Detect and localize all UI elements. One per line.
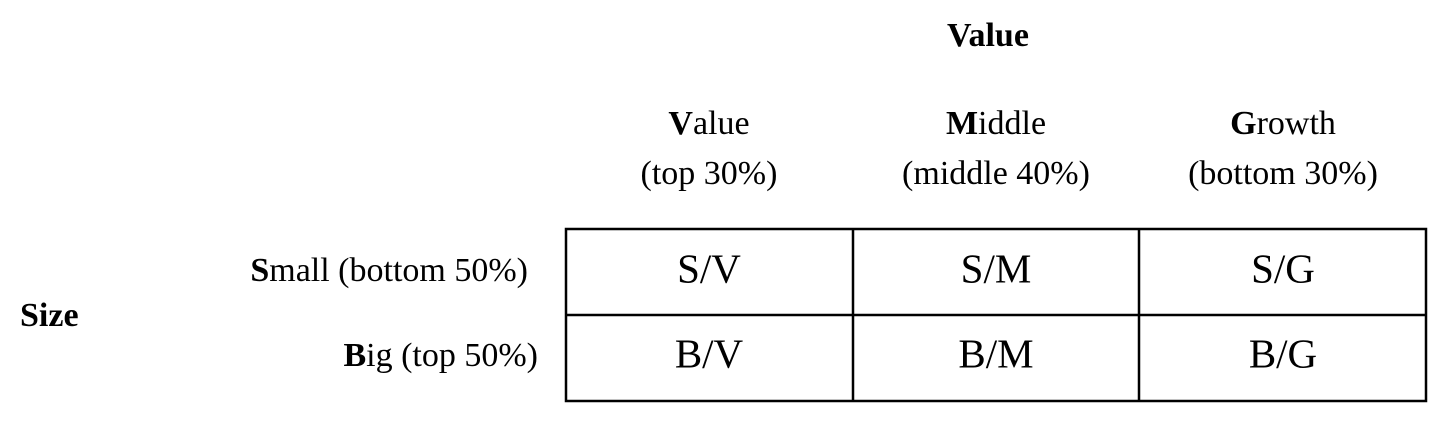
column-name: Value bbox=[668, 105, 749, 142]
column-range: (top 30%) bbox=[641, 155, 778, 192]
column-range: (middle 40%) bbox=[902, 155, 1090, 192]
row-label: Small (bottom 50%) bbox=[250, 252, 528, 289]
column-name: Growth bbox=[1230, 105, 1336, 142]
title: Value bbox=[947, 17, 1029, 54]
cell: S/M bbox=[961, 245, 1032, 291]
column-range: (bottom 30%) bbox=[1188, 155, 1378, 192]
cell: B/M bbox=[958, 330, 1033, 376]
column-name: Middle bbox=[946, 105, 1046, 142]
cell: S/G bbox=[1251, 245, 1315, 291]
row-label: Big (top 50%) bbox=[343, 337, 538, 374]
cell: B/G bbox=[1249, 330, 1317, 376]
cell: S/V bbox=[677, 245, 741, 291]
row-axis-label: Size bbox=[20, 297, 79, 334]
cell: B/V bbox=[675, 330, 744, 376]
